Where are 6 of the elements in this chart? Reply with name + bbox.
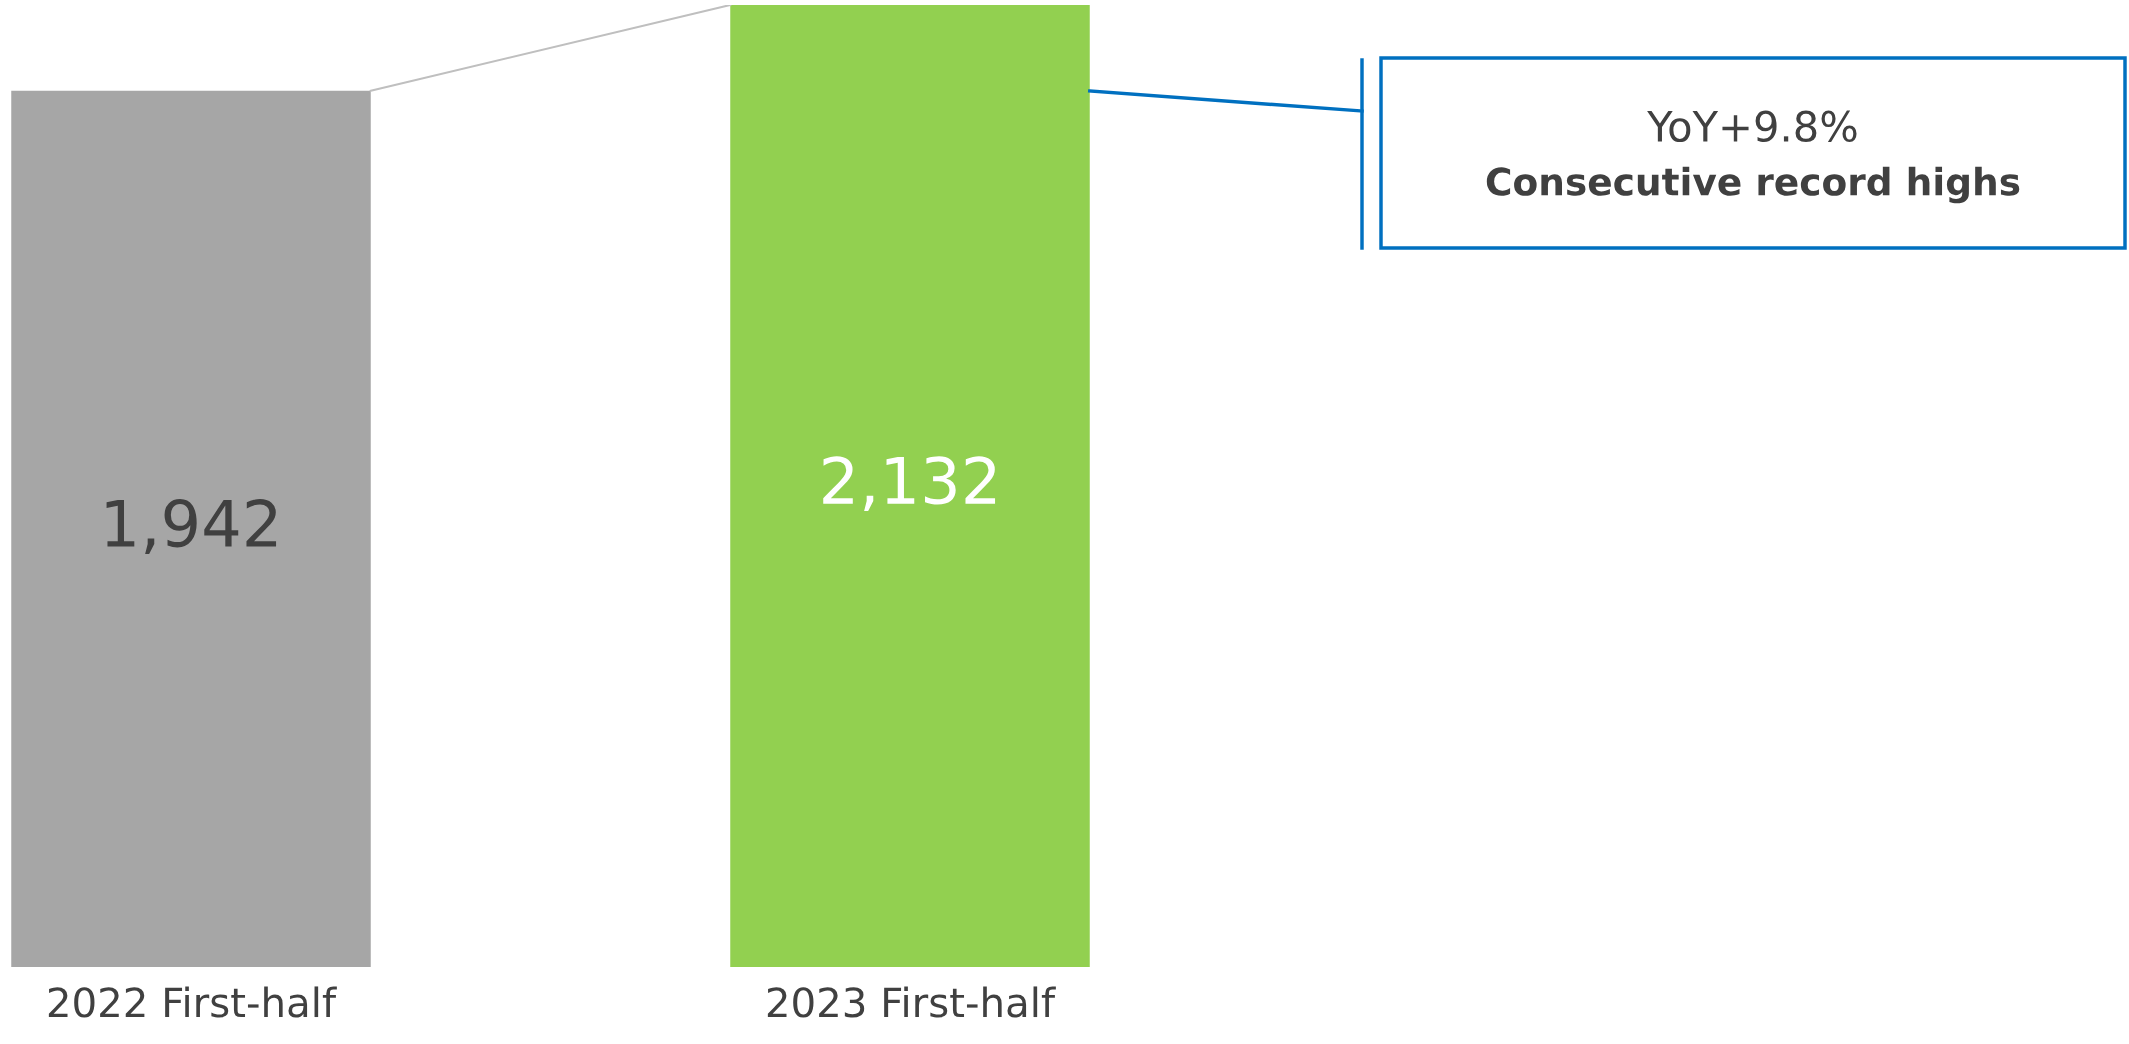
text: Consecutive record highs	[1486, 166, 2020, 204]
data-label: 2,132	[823, 456, 996, 512]
text: YoY+9.8%	[1647, 110, 1857, 143]
data-label: 1,942	[106, 499, 277, 554]
x-tick-label: 2023 First-half	[767, 986, 1056, 1018]
x-tick-label: 2022 First-half	[48, 986, 337, 1018]
